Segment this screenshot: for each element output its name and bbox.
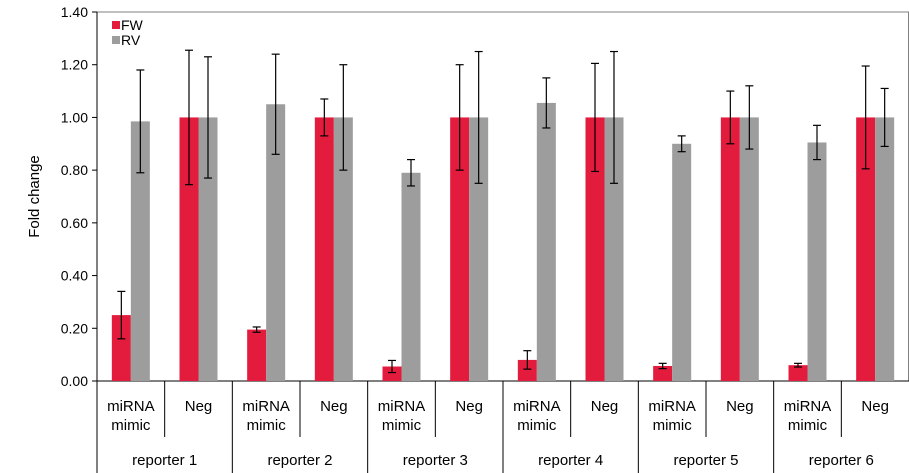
bar-rv — [266, 104, 286, 381]
category-label-line2: mimic — [788, 417, 828, 434]
bar-fw — [653, 365, 673, 381]
y-tick-label: 1.00 — [61, 109, 88, 125]
category-label-line1: miRNA — [107, 398, 155, 415]
bar-fw — [720, 117, 740, 381]
y-tick-label: 1.40 — [61, 4, 88, 20]
bar-rv — [807, 142, 827, 381]
bar-fw — [111, 315, 131, 381]
bar-fw — [585, 117, 605, 381]
legend-swatch-rv — [112, 36, 120, 44]
category-label: Neg — [320, 398, 348, 415]
bar-fw — [314, 117, 334, 381]
category-label-line2: mimic — [247, 417, 287, 434]
y-tick-label: 0.40 — [61, 268, 88, 284]
category-label-line2: mimic — [111, 417, 151, 434]
axes — [96, 11, 909, 382]
category-label-line2: mimic — [517, 417, 557, 434]
bar-rv — [875, 117, 895, 381]
group-label: reporter 5 — [673, 452, 738, 469]
bar-fw — [247, 329, 267, 381]
category-label-line1: miRNA — [513, 398, 561, 415]
category-labels: miRNA mimic Neg miRNA mimic Neg miRNA mimic Neg m… — [96, 381, 889, 473]
bar-rv — [130, 121, 150, 381]
y-tick-label: 0.00 — [61, 373, 88, 389]
category-label: Neg — [726, 398, 754, 415]
bar-fw — [517, 359, 537, 381]
group-label: reporter 2 — [267, 452, 332, 469]
group-label: reporter 6 — [809, 452, 874, 469]
legend-label-fw: FW — [121, 17, 144, 33]
bar-rv — [333, 117, 353, 381]
legend-swatch-fw — [112, 21, 120, 29]
category-label: Neg — [455, 398, 483, 415]
bars — [111, 102, 895, 382]
category-label: Neg — [185, 398, 213, 415]
y-axis-title: Fold change — [26, 155, 43, 238]
category-label-line2: mimic — [382, 417, 422, 434]
bar-rv — [672, 143, 692, 381]
category-label: Neg — [861, 398, 889, 415]
bar-rv — [198, 117, 218, 381]
bar-rv — [604, 117, 624, 381]
bar-rv — [739, 117, 759, 381]
category-label: Neg — [591, 398, 619, 415]
group-label: reporter 1 — [132, 452, 197, 469]
legend-label-rv: RV — [121, 32, 141, 48]
y-tick-label: 0.20 — [61, 320, 88, 336]
category-label-line1: miRNA — [784, 398, 832, 415]
y-tick-label: 1.20 — [61, 57, 88, 73]
bar-fw — [856, 117, 876, 381]
group-label: reporter 4 — [538, 452, 603, 469]
bar-rv — [401, 172, 421, 381]
error-bars — [117, 49, 889, 374]
bar-fw — [382, 366, 402, 381]
y-tick-label: 0.80 — [61, 162, 88, 178]
bar-fw — [179, 117, 199, 381]
category-label-line1: miRNA — [648, 398, 696, 415]
bar-rv — [469, 117, 489, 381]
category-label-line1: miRNA — [242, 398, 290, 415]
category-label-line1: miRNA — [378, 398, 426, 415]
group-labels: reporter 1 reporter 2 reporter 3 reporter 4… — [132, 452, 874, 469]
bar-fw — [450, 117, 470, 381]
category-label-line2: mimic — [653, 417, 693, 434]
group-label: reporter 3 — [403, 452, 468, 469]
y-tick-label: 0.60 — [61, 215, 88, 231]
bar-fw — [788, 365, 808, 381]
y-axis-ticks: 0.00 0.20 0.40 0.60 0.80 1.00 1.20 1.40 — [61, 4, 97, 389]
bar-rv — [536, 102, 556, 382]
